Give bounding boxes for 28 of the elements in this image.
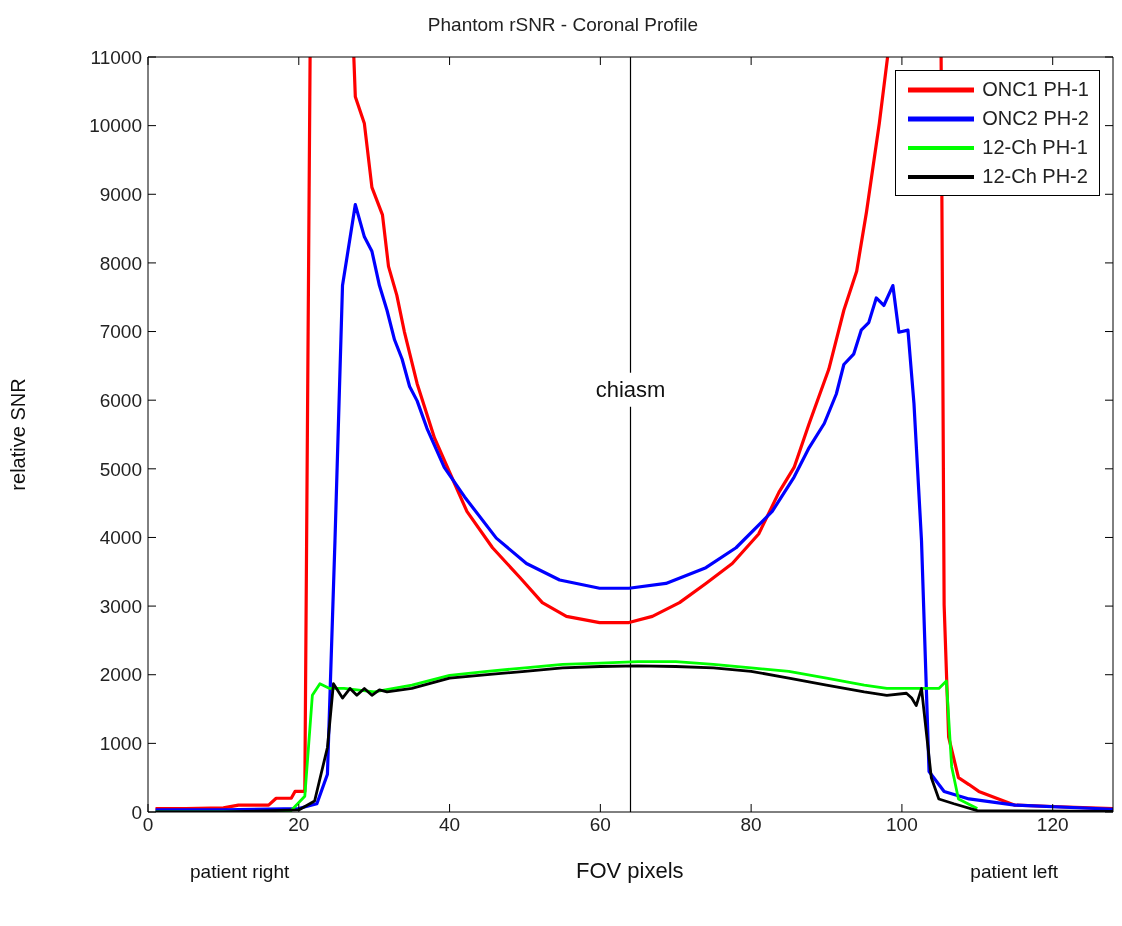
x-tick-label: 120 (1036, 814, 1069, 836)
x-tick-label: 20 (288, 814, 310, 836)
y-tick-label: 9000 (99, 184, 142, 206)
y-tick-label: 6000 (99, 389, 142, 411)
y-tick-label: 4000 (99, 527, 142, 549)
y-tick-label: 5000 (99, 458, 142, 480)
x-tick-label: 40 (438, 814, 461, 836)
legend-label: 12-Ch PH-2 (982, 164, 1088, 189)
legend-label: ONC1 PH-1 (982, 77, 1089, 102)
x-tick-label: 80 (740, 814, 762, 836)
x-axis-title: FOV pixels (576, 858, 684, 884)
y-tick-label: 3000 (99, 595, 142, 617)
y-tick-label: 2000 (99, 664, 142, 686)
legend-label: 12-Ch PH-1 (982, 135, 1088, 160)
ref-line-label: chiasm (595, 376, 666, 402)
legend-label: ONC2 PH-2 (982, 106, 1089, 131)
text: patient left (970, 861, 1058, 883)
y-tick-label: 1000 (99, 733, 142, 755)
x-tick-label: 100 (886, 814, 918, 836)
y-tick-label: 7000 (99, 321, 142, 343)
y-axis-title: relative SNR (7, 378, 30, 491)
x-tick-label: 60 (589, 814, 611, 836)
text: patient right (190, 861, 290, 883)
line-series (153, 202, 1113, 812)
chart-title: Phantom rSNR - Coronal Profile (426, 13, 700, 37)
y-tick-label: 8000 (99, 252, 142, 274)
y-tick-label: 10000 (89, 115, 142, 137)
y-tick-label: 11000 (90, 46, 142, 68)
